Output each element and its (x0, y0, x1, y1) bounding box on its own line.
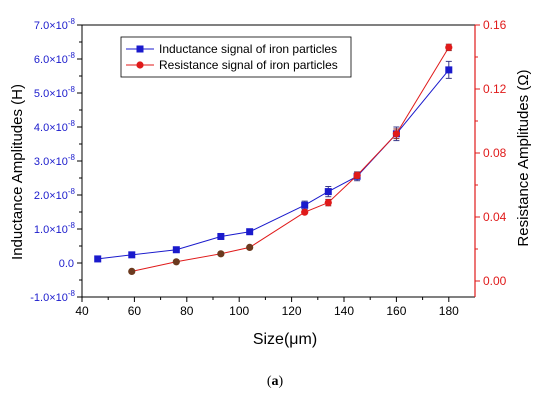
series-line-1 (97, 69, 450, 260)
legend-marker-square (136, 45, 144, 53)
inductance-point (301, 201, 309, 209)
x-tick-label: 100 (229, 304, 249, 318)
series-line-2 (131, 47, 450, 272)
inductance-point (246, 228, 254, 236)
x-axis-label: Size(μm) (253, 331, 317, 348)
x-tick-label: 180 (439, 304, 459, 318)
x-tick-label: 80 (180, 304, 194, 318)
y-right-tick-label: 0.12 (483, 82, 507, 96)
resistance-point (172, 258, 180, 266)
y-left-tick-label: 0.0 (59, 258, 74, 270)
y-left-tick-label: 2.0×10-8 (34, 187, 76, 202)
y-left-tick-label: 4.0×10-8 (34, 119, 76, 134)
x-tick-label: 120 (282, 304, 302, 318)
inductance-point (324, 188, 332, 196)
y-right-tick-label: 0.04 (483, 210, 507, 224)
x-tick-label: 60 (128, 304, 142, 318)
resistance-point (353, 171, 361, 179)
y-left-tick-label: 3.0×10-8 (34, 153, 76, 168)
resistance-point (301, 208, 309, 216)
inductance-point (445, 66, 453, 74)
axes-group: 40 60 80 100 120 140 160 180 -1.0×10-8 0.0 1.0×10-… (30, 17, 506, 318)
inductance-point (128, 251, 136, 259)
inductance-point (94, 255, 102, 263)
y-left-tick-label: -1.0×10-8 (30, 289, 75, 304)
resistance-point (217, 250, 225, 258)
figure-caption: (a) (266, 374, 284, 389)
x-tick-label: 140 (334, 304, 354, 318)
y-left-tick-label: 1.0×10-8 (34, 221, 76, 236)
x-tick-label: 160 (386, 304, 406, 318)
y-left-tick-label: 6.0×10-8 (34, 51, 76, 66)
y-left-tick-label: 7.0×10-8 (34, 17, 76, 32)
resistance-point (324, 199, 332, 207)
caption-letter: a (271, 374, 279, 389)
legend-label: Resistance signal of iron particles (159, 58, 338, 72)
y-axis-left-label: Inductance Amplitudes (H) (9, 84, 26, 260)
y-left-tick-label: 5.0×10-8 (34, 85, 76, 100)
resistance-point (445, 43, 453, 52)
legend-group: Inductance signal of iron particles Resis… (120, 36, 352, 78)
series-group (94, 43, 453, 275)
legend-box (120, 36, 352, 78)
inductance-point (217, 232, 225, 240)
y-right-tick-label: 0.08 (483, 146, 507, 160)
y-right-tick-label: 0.00 (483, 274, 507, 288)
x-tick-label: 40 (75, 304, 89, 318)
y-axis-right-label: Resistance Amplitudes (Ω) (515, 69, 532, 246)
resistance-point (246, 243, 254, 251)
legend-label: Inductance signal of iron particles (159, 42, 337, 56)
resistance-point (128, 267, 136, 275)
inductance-point (172, 246, 180, 254)
resistance-point (392, 130, 400, 138)
legend-marker-circle (136, 61, 144, 69)
y-right-tick-label: 0.16 (483, 18, 507, 32)
